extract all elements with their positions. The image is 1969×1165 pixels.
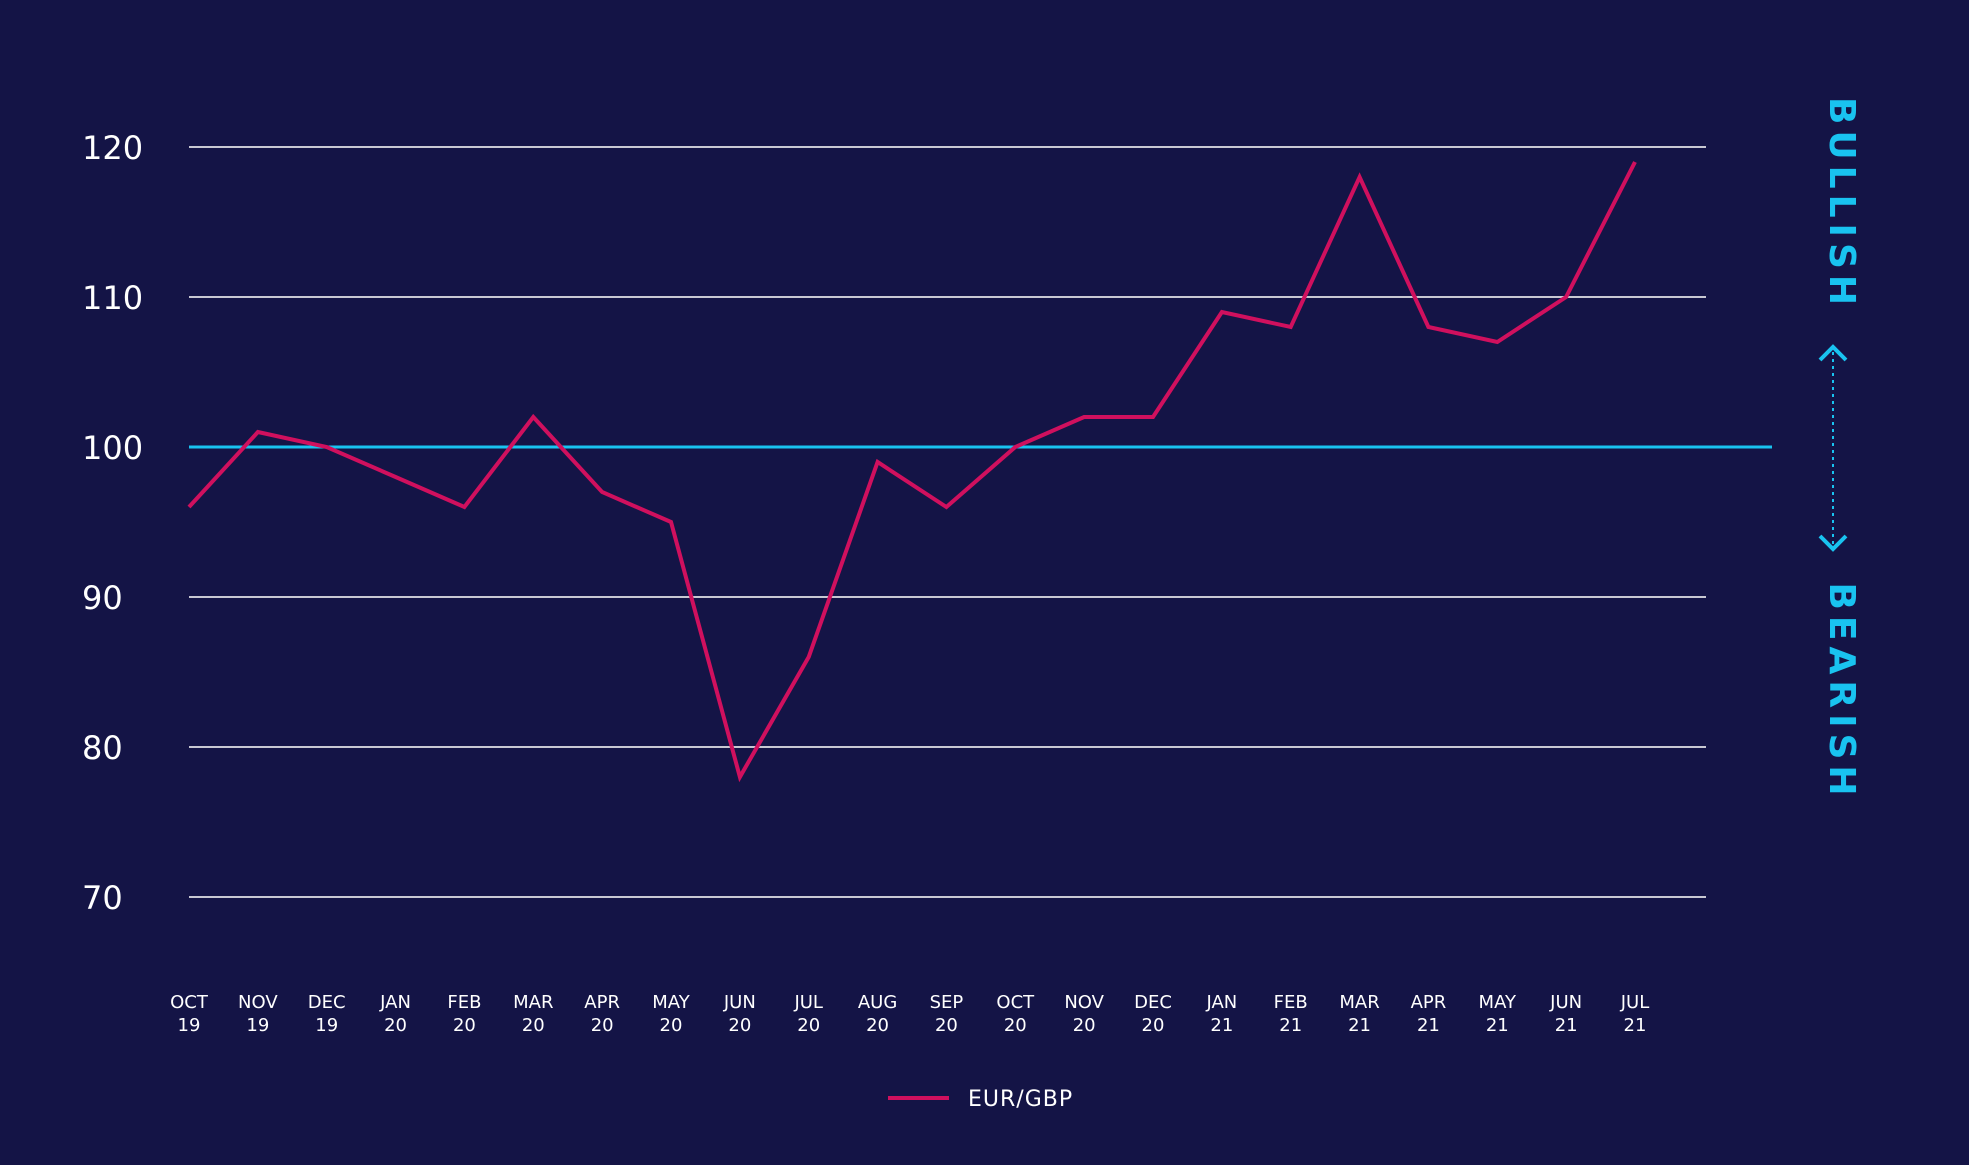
sentiment-indicator: BULLISH BEARISH: [1818, 97, 1862, 802]
x-tick-year: 19: [178, 1015, 201, 1036]
y-tick-label-110: 110: [82, 279, 143, 317]
x-tick-month: JUN: [723, 992, 756, 1013]
x-tick-month: NOV: [238, 992, 278, 1013]
x-tick-month: OCT: [996, 992, 1035, 1013]
x-tick-month: OCT: [170, 992, 209, 1013]
x-tick-month: JUL: [793, 992, 823, 1013]
x-tick-month: NOV: [1064, 992, 1104, 1013]
legend: EUR/GBP: [888, 1087, 1073, 1112]
x-tick-year: 19: [315, 1015, 338, 1036]
x-tick-year: 20: [384, 1015, 407, 1036]
y-tick-label-120: 120: [82, 129, 143, 167]
x-tick-year: 20: [1004, 1015, 1027, 1036]
x-tick-year: 21: [1624, 1015, 1647, 1036]
legend-label-eur-gbp: EUR/GBP: [968, 1087, 1073, 1112]
x-tick-year: 20: [866, 1015, 889, 1036]
x-tick-year: 19: [246, 1015, 269, 1036]
x-tick-month: FEB: [447, 992, 481, 1013]
x-tick-year: 20: [522, 1015, 545, 1036]
x-tick-month: APR: [1411, 992, 1447, 1013]
bearish-label: BEARISH: [1821, 582, 1862, 801]
x-tick-year: 20: [797, 1015, 820, 1036]
x-tick-year: 20: [1073, 1015, 1096, 1036]
x-tick-year: 21: [1279, 1015, 1302, 1036]
y-tick-label-100: 100: [82, 429, 143, 467]
sentiment-arrow-icon: [1818, 344, 1848, 552]
x-tick-month: MAR: [513, 992, 553, 1013]
y-tick-label-70: 70: [82, 879, 123, 917]
x-tick-year: 20: [935, 1015, 958, 1036]
y-tick-label-80: 80: [82, 729, 123, 767]
x-tick-month: DEC: [1134, 992, 1172, 1013]
x-tick-month: MAR: [1339, 992, 1379, 1013]
bullish-label: BULLISH: [1821, 97, 1862, 311]
x-tick-month: JUN: [1549, 992, 1582, 1013]
x-tick-month: JUL: [1620, 992, 1650, 1013]
x-tick-month: MAY: [1479, 992, 1517, 1013]
x-tick-year: 20: [728, 1015, 751, 1036]
x-tick-month: JAN: [1205, 992, 1237, 1013]
x-tick-year: 21: [1348, 1015, 1371, 1036]
x-tick-month: APR: [584, 992, 620, 1013]
x-tick-month: FEB: [1274, 992, 1308, 1013]
x-tick-year: 21: [1486, 1015, 1509, 1036]
x-tick-year: 20: [1142, 1015, 1165, 1036]
series-group: [187, 161, 1637, 783]
x-tick-year: 20: [660, 1015, 683, 1036]
x-tick-year: 21: [1417, 1015, 1440, 1036]
y-axis-tick-labels: 120 110 100 90 80 70: [82, 129, 143, 917]
x-tick-year: 21: [1210, 1015, 1233, 1036]
grid-lines: [189, 146, 1706, 898]
x-tick-month: SEP: [930, 992, 964, 1013]
x-tick-year: 21: [1555, 1015, 1578, 1036]
y-tick-label-90: 90: [82, 579, 123, 617]
series-line-eur-gbp: [187, 161, 1637, 783]
x-tick-month: AUG: [858, 992, 897, 1013]
x-axis-tick-labels: OCT19NOV19DEC19JAN20FEB20MAR20APR20MAY20…: [170, 992, 1649, 1036]
x-tick-year: 20: [591, 1015, 614, 1036]
x-tick-month: JAN: [379, 992, 411, 1013]
x-tick-month: MAY: [652, 992, 690, 1013]
x-tick-year: 20: [453, 1015, 476, 1036]
x-tick-month: DEC: [308, 992, 346, 1013]
